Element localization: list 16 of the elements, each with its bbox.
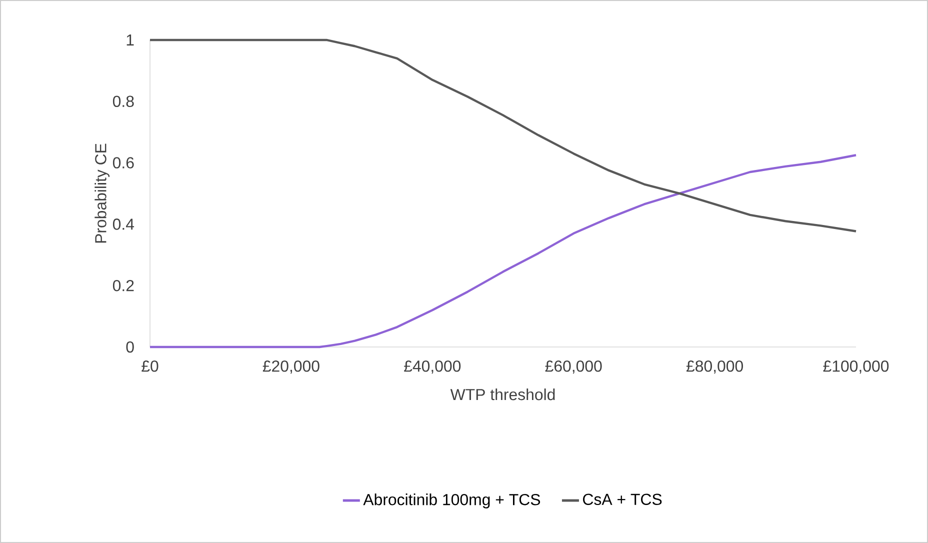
x-tick-label: £60,000 xyxy=(545,360,602,374)
x-tick-label: £40,000 xyxy=(404,360,461,374)
x-axis-title: WTP threshold xyxy=(450,388,555,400)
x-tick-label: £80,000 xyxy=(686,360,743,374)
x-tick-label: £0 xyxy=(142,360,158,372)
y-tick-label: 0 xyxy=(126,341,134,353)
legend-label: CsA + TCS xyxy=(583,494,662,506)
y-tick-label: 0.4 xyxy=(112,218,134,230)
y-tick-label: 1 xyxy=(126,34,134,46)
y-tick-label: 0.8 xyxy=(112,96,134,108)
y-tick-label: 0.6 xyxy=(112,157,134,168)
y-tick-label: 0.2 xyxy=(112,280,134,292)
x-tick-label: £100,000 xyxy=(823,360,889,374)
legend-label: Abrocitinib 100mg + TCS xyxy=(363,494,540,508)
x-tick-label: £20,000 xyxy=(262,360,320,374)
y-axis-title: Probability CE xyxy=(94,144,110,243)
